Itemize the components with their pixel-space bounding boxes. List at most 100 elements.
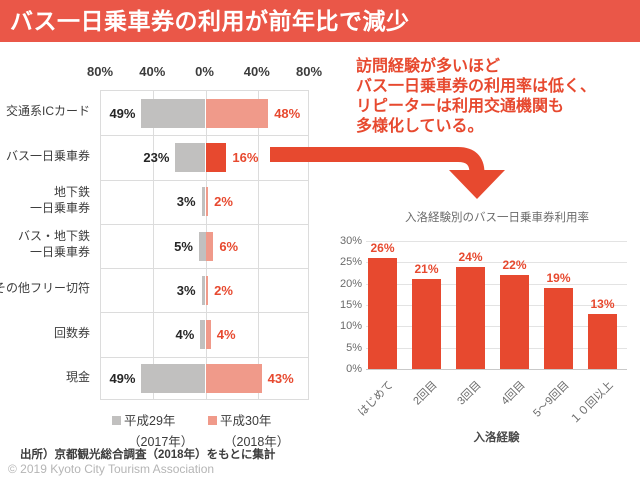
arrow-down-icon bbox=[270, 147, 505, 199]
chart-title: 入洛経験別のバス一日乗車券利用率 bbox=[405, 212, 589, 224]
y-axis-ticks: 0% 5% 10% 15% 20% 25% 30% bbox=[328, 235, 362, 375]
legend-swatch bbox=[112, 416, 121, 425]
bar-2018 bbox=[205, 98, 269, 128]
grid-line-horizontal bbox=[366, 347, 627, 349]
grid-line-horizontal bbox=[101, 268, 308, 270]
grid-line-horizontal bbox=[366, 305, 627, 306]
y-axis-tick: 5% bbox=[346, 341, 362, 354]
bar bbox=[544, 287, 573, 369]
legend: 平成29年 （2017年） 平成30年 （2018年） bbox=[100, 410, 330, 456]
x-axis-tick: 80% bbox=[295, 64, 323, 79]
y-axis-tick: 25% bbox=[339, 256, 362, 269]
category-label: 地下鉄 一日乗車券 bbox=[29, 185, 90, 215]
grid-line-horizontal bbox=[366, 262, 627, 264]
value-label-2018: 48% bbox=[274, 105, 301, 121]
y-axis-tick: 15% bbox=[339, 299, 362, 311]
grid-line-horizontal bbox=[101, 179, 308, 181]
bar-2018 bbox=[205, 187, 209, 217]
x-axis-tick: 40% bbox=[139, 64, 166, 79]
x-axis-tick: 80% bbox=[86, 64, 114, 79]
value-label-2017: 4% bbox=[175, 327, 195, 343]
value-label-2018: 4% bbox=[216, 327, 236, 343]
bar bbox=[456, 266, 485, 369]
grid-line-horizontal bbox=[101, 223, 308, 225]
x-axis-label: 4回目 bbox=[499, 379, 528, 408]
grid-line-horizontal bbox=[101, 135, 308, 137]
plot-area: 49% 48% 23% 16% 3% 2% 5% 6% 3% 2% 4% 4% 49% 43% bbox=[100, 90, 309, 400]
x-axis-label: １０回以上 bbox=[568, 379, 616, 427]
value-label-2017: 3% bbox=[176, 282, 196, 298]
legend-sublabel: （2018年） bbox=[224, 435, 290, 449]
annotation-text: 訪問経験が多いほど バス一日乗車券の利用率は低く、 リピーターは利用交通機関も … bbox=[356, 58, 597, 135]
x-axis-label: はじめて bbox=[356, 379, 396, 419]
copyright: © 2019 Kyoto City Tourism Association bbox=[8, 462, 215, 476]
x-axis-labels: はじめて 2回目 3回目 4回目 5～9回目 １０回以上 bbox=[356, 369, 627, 435]
header-banner: バス一日乗車券の利用が前年比で減少 bbox=[0, 0, 640, 42]
bar bbox=[412, 279, 441, 369]
source-note: 出所）京都観光総合調査（2018年）をもとに集計 bbox=[20, 449, 276, 461]
value-label: 19% bbox=[546, 270, 571, 285]
x-axis-ticks: 80% 40% 0% 40% 80% bbox=[87, 64, 322, 80]
category-label: バス・地下鉄 一日乗車券 bbox=[17, 229, 90, 259]
y-axis-tick: 20% bbox=[339, 277, 362, 290]
category-labels: 交通系ICカード バス一日乗車券地下鉄 一日乗車券バス・地下鉄 一日乗車券その他フ… bbox=[0, 90, 90, 400]
bar-2017 bbox=[201, 275, 206, 305]
category-label: 現金 bbox=[65, 370, 90, 385]
value-label-2017: 49% bbox=[109, 105, 136, 121]
category-label: 回数券 bbox=[53, 325, 90, 340]
x-axis-tick: 0% bbox=[195, 64, 214, 79]
legend-label: 平成30年 bbox=[220, 414, 272, 428]
value-label-2017: 49% bbox=[109, 371, 136, 387]
bar-2018 bbox=[205, 142, 227, 172]
bar bbox=[588, 313, 617, 369]
x-axis-label: 3回目 bbox=[455, 379, 484, 408]
legend-label: 平成29年 bbox=[124, 414, 176, 428]
x-axis-label: 2回目 bbox=[411, 379, 440, 408]
bar bbox=[368, 258, 397, 369]
category-label: 交通系ICカード bbox=[5, 104, 90, 119]
bar-2017 bbox=[201, 187, 206, 217]
value-label-2018: 2% bbox=[214, 282, 233, 298]
value-label: 26% bbox=[370, 241, 395, 256]
value-label: 13% bbox=[590, 296, 615, 311]
plot-area: 26% 21% 24% 22% 19% 13% bbox=[366, 241, 627, 370]
category-label: バス一日乗車券 bbox=[5, 148, 90, 163]
bar-2018 bbox=[205, 320, 211, 350]
page-title: バス一日乗車券の利用が前年比で減少 bbox=[10, 8, 410, 34]
bar-2017 bbox=[198, 231, 206, 261]
bar-2017 bbox=[141, 364, 206, 394]
bar bbox=[500, 275, 529, 369]
bar-2017 bbox=[200, 320, 206, 350]
y-axis-tick: 0% bbox=[346, 363, 362, 375]
value-label: 24% bbox=[458, 249, 483, 264]
bar-2018 bbox=[205, 275, 209, 305]
value-label-2018: 6% bbox=[219, 238, 239, 254]
category-label: その他フリー切符 bbox=[0, 281, 90, 296]
x-axis-label: 5～9回目 bbox=[531, 379, 572, 420]
grid-line-horizontal bbox=[101, 356, 308, 358]
legend-sublabel: （2017年） bbox=[128, 435, 194, 449]
grid-line-horizontal bbox=[366, 241, 627, 242]
x-axis-title: 入洛経験 bbox=[473, 432, 520, 444]
grid-line-horizontal bbox=[101, 312, 308, 314]
y-axis-tick: 10% bbox=[339, 320, 362, 333]
value-label-2017: 23% bbox=[143, 149, 170, 165]
grid-line-horizontal bbox=[366, 369, 627, 370]
value-label-2018: 2% bbox=[214, 194, 233, 210]
value-label-2018: 16% bbox=[232, 149, 259, 165]
grid-line-vertical bbox=[153, 91, 155, 399]
y-axis-tick: 30% bbox=[339, 235, 362, 247]
grid-line-vertical bbox=[257, 91, 259, 399]
bar-2018 bbox=[205, 231, 214, 261]
grid-line-horizontal bbox=[366, 326, 627, 328]
value-label: 22% bbox=[502, 258, 527, 273]
bar-2018 bbox=[205, 364, 262, 394]
bar-2017 bbox=[175, 142, 206, 172]
value-label-2017: 3% bbox=[176, 194, 196, 210]
value-label-2017: 5% bbox=[174, 238, 193, 254]
bar-2017 bbox=[141, 98, 206, 128]
value-label-2018: 43% bbox=[267, 371, 294, 387]
grid-line-horizontal bbox=[366, 283, 627, 285]
x-axis-tick: 40% bbox=[243, 64, 270, 79]
